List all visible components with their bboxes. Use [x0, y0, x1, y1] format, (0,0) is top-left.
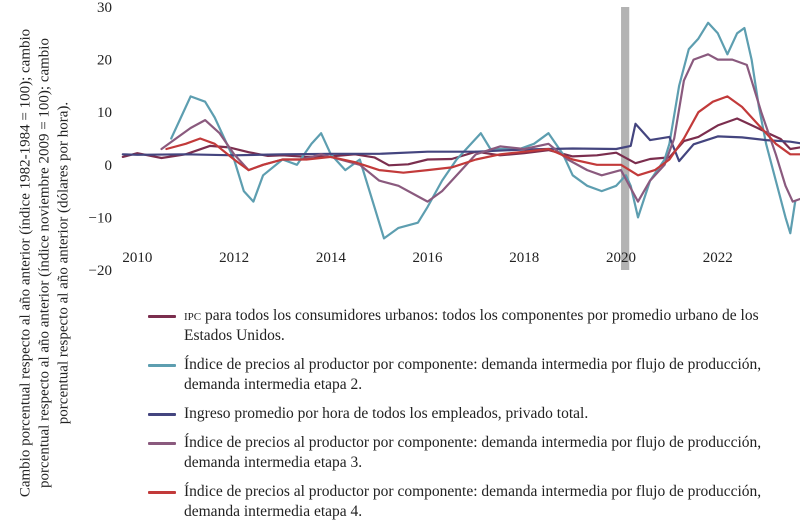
- x-tick-label: 2016: [413, 250, 444, 266]
- y-tick-label: −20: [89, 263, 112, 279]
- legend-swatch: [148, 364, 176, 367]
- legend-item: Índice de precios al productor por compo…: [148, 433, 798, 473]
- plot-area: −20 −10 0 10 20 30 2010 2012 2014 2016 2018 2020 202…: [0, 0, 800, 300]
- legend-swatch: [148, 491, 176, 494]
- legend-label: Índice de precios al productor por compo…: [184, 483, 761, 520]
- x-tick-label: 2022: [703, 250, 733, 266]
- legend-item: ipc para todos los consumidores urbanos:…: [148, 306, 798, 346]
- legend-swatch: [148, 413, 176, 416]
- x-tick-label: 2018: [509, 250, 539, 266]
- legend: ipc para todos los consumidores urbanos:…: [148, 306, 798, 531]
- legend-item: Índice de precios al productor por compo…: [148, 482, 798, 522]
- y-tick-label: 30: [97, 0, 112, 16]
- x-tick-label: 2012: [219, 250, 249, 266]
- x-tick-label: 2014: [316, 250, 347, 266]
- y-tick-label: 10: [97, 105, 112, 121]
- legend-label: Índice de precios al productor por compo…: [184, 356, 761, 393]
- shaded-band: [621, 7, 629, 270]
- legend-item: Ingreso promedio por hora de todos los e…: [148, 404, 798, 424]
- legend-label: ipc para todos los consumidores urbanos:…: [184, 307, 759, 344]
- y-tick-label: 0: [105, 158, 113, 174]
- x-tick-label: 2010: [122, 250, 152, 266]
- legend-swatch: [148, 315, 176, 318]
- legend-label: Ingreso promedio por hora de todos los e…: [184, 405, 588, 422]
- legend-item: Índice de precios al productor por compo…: [148, 355, 798, 395]
- x-tick-label: 2020: [606, 250, 636, 266]
- y-tick-label: 20: [97, 53, 112, 69]
- series-line-1: [171, 23, 795, 239]
- y-tick-label: −10: [89, 210, 112, 226]
- legend-swatch: [148, 442, 176, 445]
- legend-label-abbrev: ipc: [184, 307, 201, 324]
- series-line-3: [162, 54, 800, 201]
- legend-label: Índice de precios al productor por compo…: [184, 434, 761, 471]
